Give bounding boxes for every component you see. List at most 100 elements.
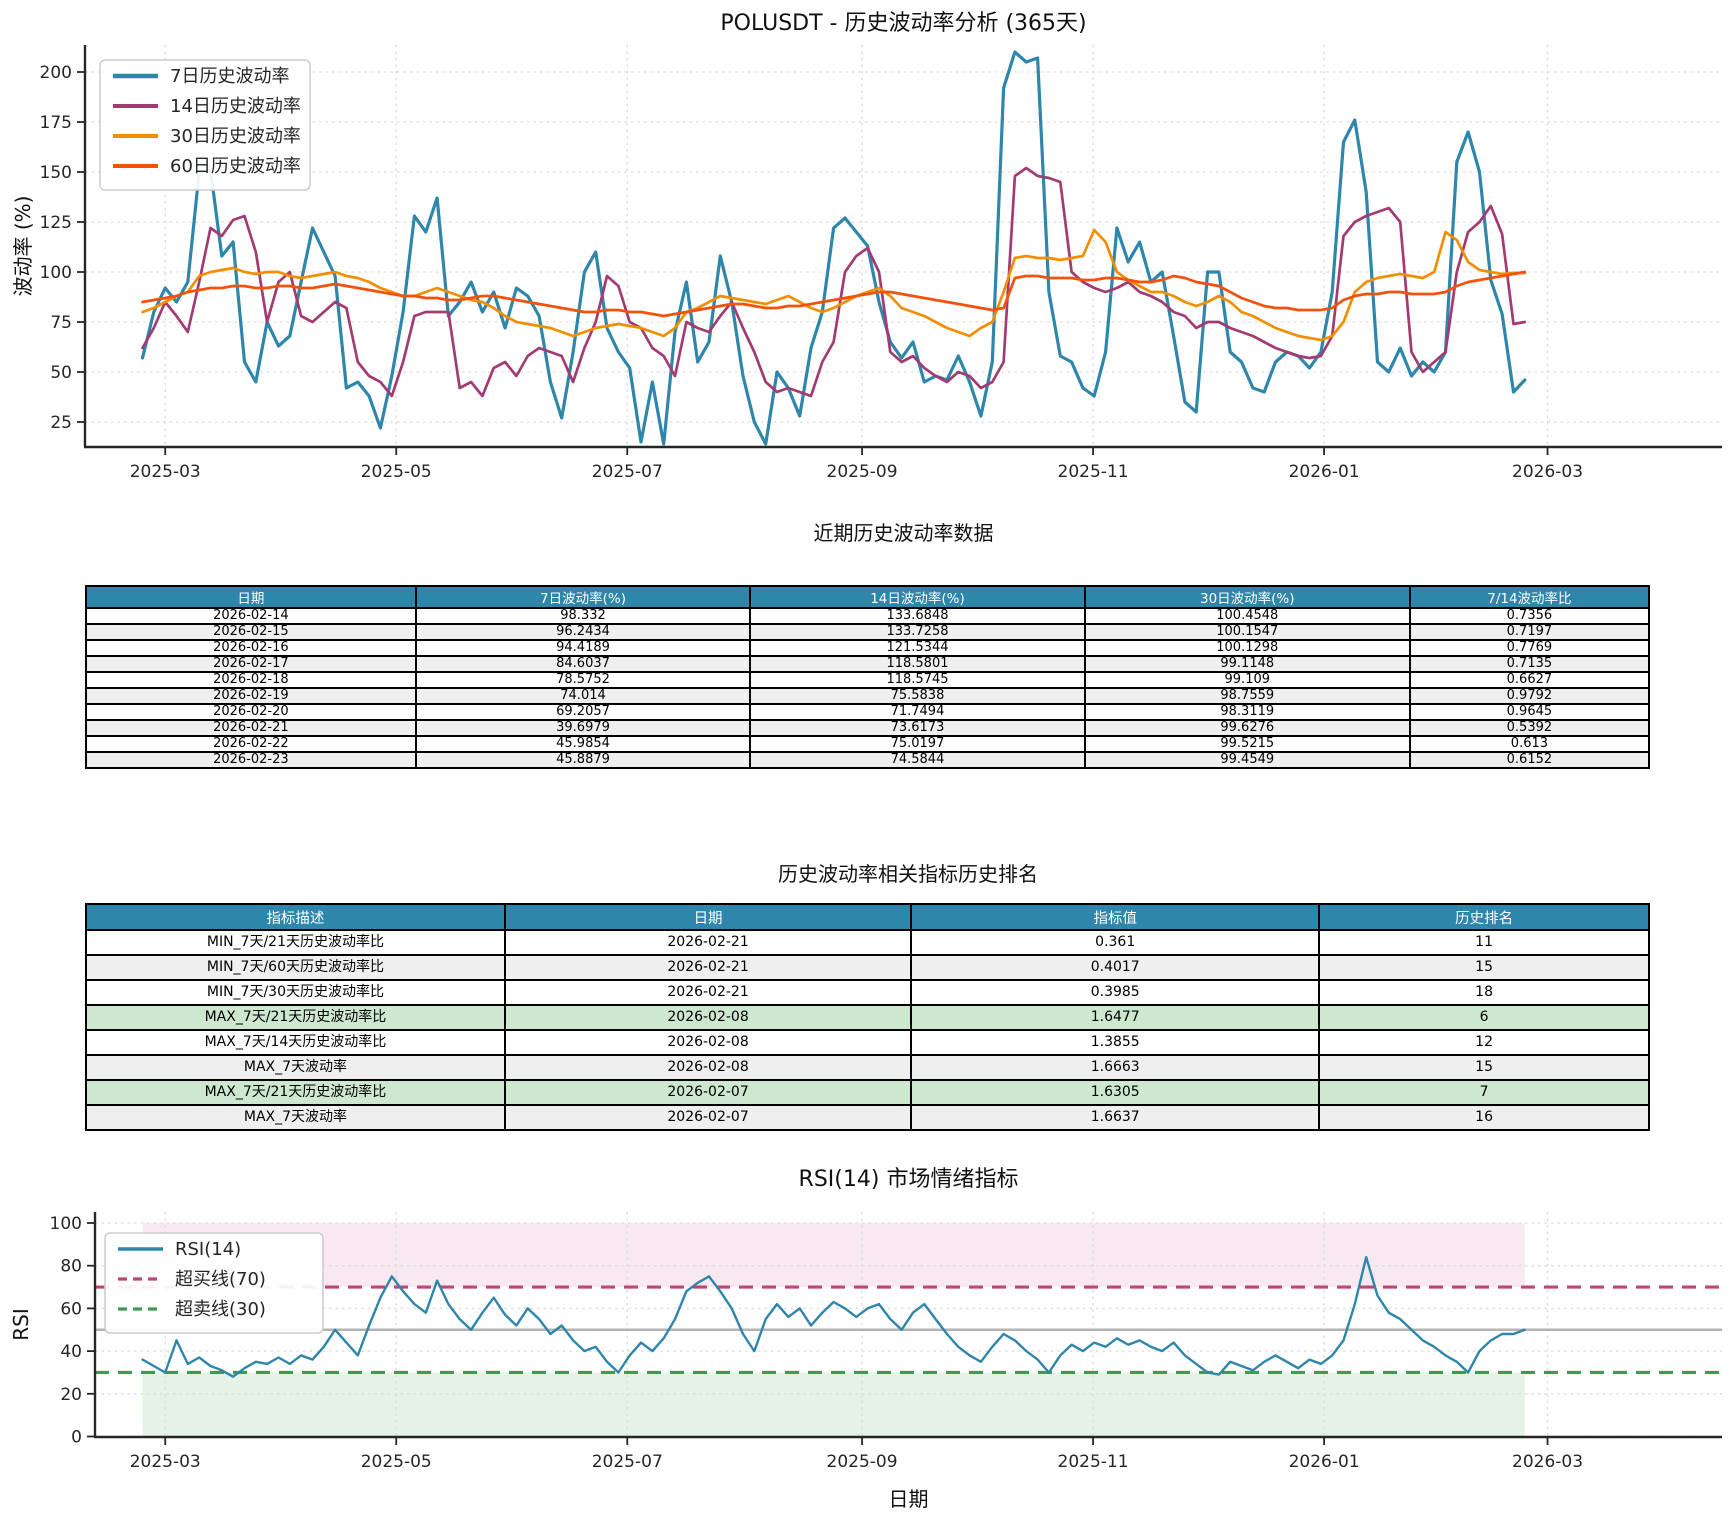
- x-tick-label: 2025-03: [130, 1452, 201, 1472]
- series-line: [141, 270, 1527, 318]
- table-cell: 12: [1318, 1029, 1650, 1056]
- y-tick-label: 20: [60, 1385, 82, 1405]
- table-cell: 2026-02-08: [503, 1054, 913, 1081]
- ranking-section-title: 历史波动率相关指标历史排名: [778, 862, 1038, 886]
- table-cell: 0.9792: [1408, 687, 1651, 705]
- series-line: [141, 166, 1527, 398]
- rsi-chart: 0 20 40 60 80 100 2025-03 2025-05 2025-07 2025-09…: [9, 1167, 1722, 1511]
- y-axis-label: 波动率 (%): [11, 196, 35, 297]
- column-header: 14日波动率(%): [749, 585, 1086, 609]
- y-tick-label: 200: [40, 63, 72, 83]
- table-cell: 2026-02-21: [503, 954, 913, 981]
- table-cell: 98.7559: [1083, 687, 1411, 705]
- table-cell: 2026-02-21: [503, 979, 913, 1006]
- table-row: MAX_7天/21天历史波动率比 2026-02-07 1.6305 7: [85, 1079, 1650, 1106]
- table-cell: 118.5801: [749, 655, 1086, 673]
- table-header-row: 日期 7日波动率(%) 14日波动率(%) 30日波动率(%) 7/14波动率比: [85, 585, 1651, 609]
- volatility-table: 日期 7日波动率(%) 14日波动率(%) 30日波动率(%) 7/14波动率比 202…: [85, 585, 1651, 769]
- table-cell: 99.6276: [1083, 719, 1411, 737]
- legend-label: 7日历史波动率: [170, 66, 289, 87]
- table-cell: 69.2057: [414, 703, 752, 721]
- y-tick-label: 100: [50, 1214, 82, 1234]
- table-cell: 1.6637: [910, 1104, 1321, 1131]
- x-tick-label: 2026-01: [1289, 462, 1360, 482]
- series-line: [140, 50, 1527, 446]
- table-cell: 1.6477: [910, 1004, 1321, 1031]
- table-cell: 11: [1318, 929, 1650, 956]
- table-header-row: 指标描述 日期 指标值 历史排名: [85, 903, 1650, 931]
- legend-label: RSI(14): [175, 1239, 241, 1260]
- x-tick-label: 2025-05: [361, 462, 432, 482]
- table-cell: 99.4549: [1083, 751, 1411, 769]
- table-cell: 133.7258: [749, 623, 1086, 641]
- table-cell: 0.7769: [1408, 639, 1651, 657]
- table-cell: MAX_7天/21天历史波动率比: [85, 1079, 506, 1106]
- table-cell: 0.7197: [1408, 623, 1651, 641]
- y-tick-label: 60: [60, 1299, 82, 1319]
- table-cell: 2026-02-08: [503, 1004, 913, 1031]
- legend: [99, 59, 311, 191]
- table-cell: 0.7356: [1408, 607, 1651, 625]
- column-header: 30日波动率(%): [1083, 585, 1411, 609]
- table-row: 2026-02-20 69.2057 71.7494 98.3119 0.9645: [85, 703, 1651, 721]
- table-cell: MAX_7天波动率: [85, 1104, 506, 1131]
- table-cell: 74.014: [414, 687, 752, 705]
- table-cell: 118.5745: [749, 671, 1086, 689]
- table-cell: 0.7135: [1408, 655, 1651, 673]
- table-cell: 1.6663: [910, 1054, 1321, 1081]
- table-cell: 15: [1318, 954, 1650, 981]
- y-tick-label: 40: [60, 1342, 82, 1362]
- table-cell: MIN_7天/21天历史波动率比: [85, 929, 506, 956]
- x-tick-label: 2025-11: [1058, 1452, 1129, 1472]
- table-row: 2026-02-19 74.014 75.5838 98.7559 0.9792: [85, 687, 1651, 705]
- x-tick-label: 2025-09: [827, 462, 898, 482]
- table-row: MIN_7天/21天历史波动率比 2026-02-21 0.361 11: [85, 929, 1650, 956]
- table-cell: 99.5215: [1083, 735, 1411, 753]
- table-cell: 15: [1318, 1054, 1650, 1081]
- table-cell: 73.6173: [749, 719, 1086, 737]
- y-tick-label: 50: [50, 363, 72, 383]
- x-tick-label: 2026-01: [1289, 1452, 1360, 1472]
- x-tick-label: 2025-07: [592, 462, 663, 482]
- series-line: [141, 228, 1527, 342]
- chart-title: RSI(14) 市场情绪指标: [799, 1167, 1019, 1192]
- x-tick-label: 2025-11: [1058, 462, 1129, 482]
- chart-title: POLUSDT - 历史波动率分析 (365天): [720, 11, 1086, 36]
- shaded-band: [142, 1223, 1525, 1288]
- table-cell: 99.1148: [1083, 655, 1411, 673]
- table-row: 2026-02-14 98.332 133.6848 100.4548 0.7356: [85, 607, 1651, 625]
- table-cell: 2026-02-19: [85, 687, 417, 705]
- table-cell: 2026-02-14: [85, 607, 417, 625]
- table-cell: 2026-02-22: [85, 735, 417, 753]
- table-cell: 0.6627: [1408, 671, 1651, 689]
- ranking-table: 指标描述 日期 指标值 历史排名 MIN_7天/21天历史波动率比 2026-02-21…: [85, 903, 1650, 1131]
- table-cell: 71.7494: [749, 703, 1086, 721]
- table-cell: 100.1547: [1083, 623, 1411, 641]
- table-row: MAX_7天/21天历史波动率比 2026-02-08 1.6477 6: [85, 1004, 1650, 1031]
- table-cell: 78.5752: [414, 671, 752, 689]
- table-row: MIN_7天/60天历史波动率比 2026-02-21 0.4017 15: [85, 954, 1650, 981]
- table-cell: 0.6152: [1408, 751, 1651, 769]
- table-cell: 94.4189: [414, 639, 752, 657]
- column-header: 历史排名: [1318, 903, 1650, 931]
- volatility-chart: 25 50 75 100 125 150 175 200 2025-03 2025-05 2025-…: [11, 11, 1722, 545]
- legend-label: 30日历史波动率: [170, 126, 301, 147]
- table-cell: 0.5392: [1408, 719, 1651, 737]
- table-row: 2026-02-17 84.6037 118.5801 99.1148 0.7135: [85, 655, 1651, 673]
- table-cell: 2026-02-21: [503, 929, 913, 956]
- shaded-band: [142, 1372, 1525, 1437]
- table-row: MAX_7天波动率 2026-02-07 1.6637 16: [85, 1104, 1650, 1131]
- table-cell: 18: [1318, 979, 1650, 1006]
- legend: [104, 1232, 324, 1334]
- table-cell: 74.5844: [749, 751, 1086, 769]
- table-cell: 121.5344: [749, 639, 1086, 657]
- table-cell: 98.3119: [1083, 703, 1411, 721]
- table-cell: 2026-02-15: [85, 623, 417, 641]
- x-tick-label: 2025-09: [827, 1452, 898, 1472]
- table-cell: 2026-02-21: [85, 719, 417, 737]
- column-header: 7/14波动率比: [1408, 585, 1651, 609]
- column-header: 日期: [503, 903, 913, 931]
- table-cell: 16: [1318, 1104, 1650, 1131]
